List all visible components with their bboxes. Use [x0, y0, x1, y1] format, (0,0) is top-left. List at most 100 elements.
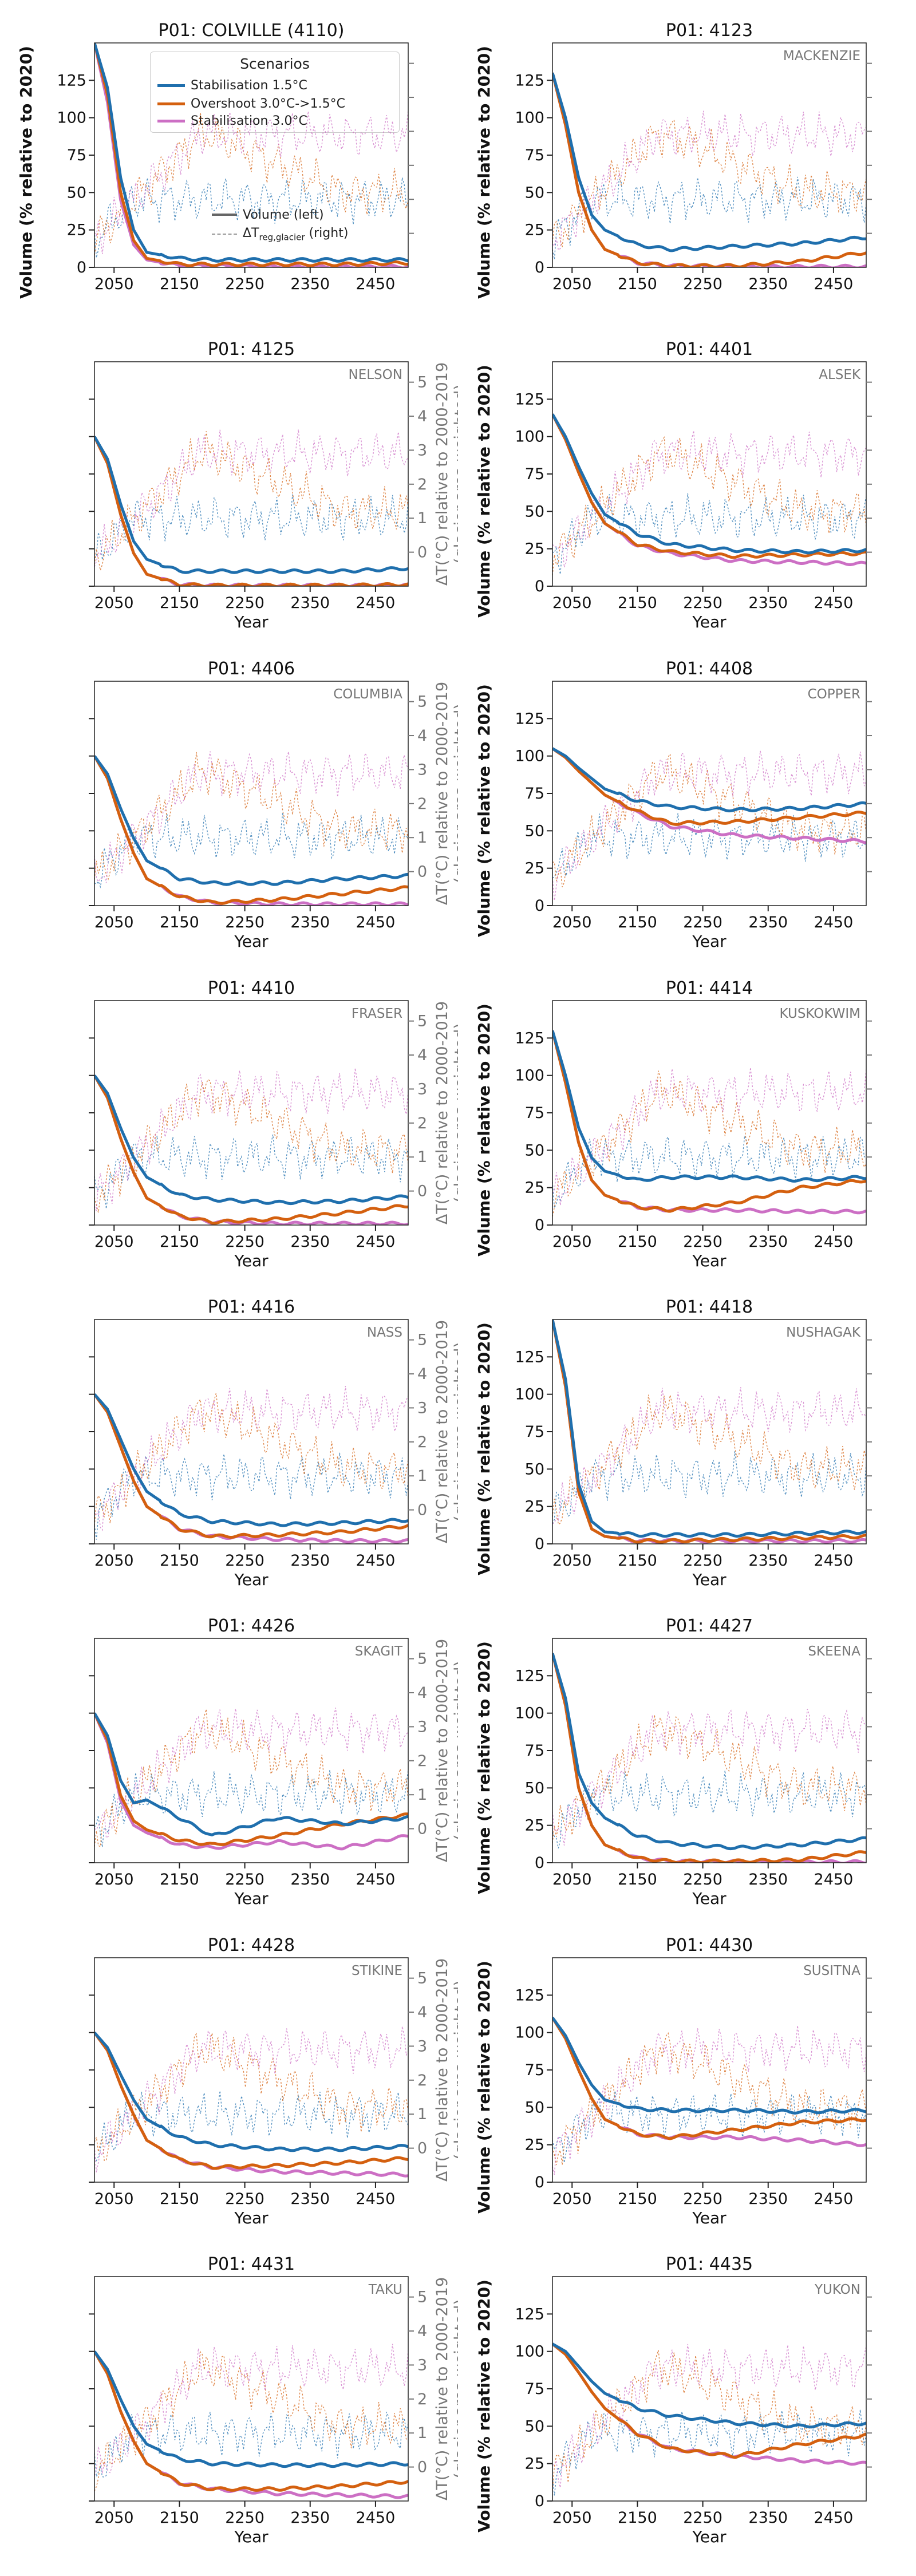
- y-tick-label: 25: [525, 2136, 544, 2154]
- x-tick-label: 2050: [94, 914, 134, 931]
- chart-svg: P01: 4410 FRASER 2050 2150 2250 2350 2450 Year 0…: [89, 978, 469, 1270]
- right-tick-label: 0: [417, 1820, 427, 1838]
- y-tick-label: 50: [525, 184, 544, 202]
- volume-line: [552, 2342, 866, 2466]
- chart-panel: P01: 4430 SUSITNA 0 25 50 75 100 125 2050 2150 225…: [458, 1932, 916, 2251]
- x-tick-label: 2350: [748, 1871, 788, 1888]
- y-tick-label: 25: [525, 222, 544, 239]
- y-tick-label: 100: [515, 1067, 544, 1085]
- right-tick-label: 4: [417, 1365, 427, 1383]
- basin-label: NUSHAGAK: [786, 1325, 861, 1340]
- x-tick-label: 2150: [618, 914, 657, 931]
- y-tick-label: 100: [515, 428, 544, 446]
- y-tick-label: 125: [515, 1667, 544, 1685]
- plot-frame: [552, 681, 867, 906]
- legend-swatch: [157, 119, 185, 123]
- chart-title: P01: 4427: [666, 1616, 753, 1636]
- x-tick-label: 2050: [94, 1552, 134, 1570]
- right-tick-label: 2: [417, 1752, 427, 1770]
- x-tick-label: 2350: [748, 275, 788, 293]
- x-tick-label: 2150: [618, 1871, 657, 1888]
- x-tick-label: 2250: [225, 2509, 264, 2527]
- x-tick-label: 2150: [160, 2190, 199, 2208]
- temperature-series-group: [94, 1708, 408, 1848]
- volume-line: [94, 436, 408, 586]
- plot-frame: [94, 42, 409, 268]
- temperature-series-group: [94, 2026, 408, 2172]
- temperature-line: [94, 1708, 408, 1839]
- temperature-line: [552, 2344, 866, 2488]
- legend-entry: Overshoot 3.0°C->1.5°C: [157, 96, 345, 112]
- y-tick-label: 75: [525, 147, 544, 164]
- chart-svg: P01: 4414 KUSKOKWIM 0 25 50 75 100 125 2050 2150 2…: [475, 978, 872, 1270]
- right-tick-label: 4: [417, 1684, 427, 1702]
- volume-line: [552, 1653, 866, 1863]
- x-tick-label: 2050: [94, 1233, 134, 1251]
- right-axis-label: ΔT(°C) relative to 2000-2019(glacier-are…: [433, 362, 458, 586]
- scenario-legend: Scenarios Stabilisation 1.5°C Overshoot …: [150, 52, 400, 133]
- temperature-series-group: [94, 429, 408, 571]
- chart-svg: P01: 4427 SKEENA 0 25 50 75 100 125 2050 2150 2250…: [475, 1616, 872, 1908]
- volume-line: [552, 413, 866, 555]
- temperature-series-group: [552, 430, 866, 575]
- x-tick-label: 2050: [94, 594, 134, 612]
- legend-label: Stabilisation 3.0°C: [191, 113, 307, 128]
- volume-line: [552, 1653, 866, 1863]
- x-tick-label: 2450: [814, 1552, 854, 1570]
- x-tick-label: 2250: [683, 914, 722, 931]
- x-tick-label: 2250: [225, 2190, 264, 2208]
- x-tick-label: 2350: [290, 275, 330, 293]
- temperature-line: [552, 1070, 866, 1217]
- temperature-line: [552, 2409, 866, 2496]
- right-tick-label: 4: [417, 1046, 427, 1064]
- x-tick-label: 2050: [94, 1871, 134, 1888]
- y-axis-label: Volume (% relative to 2020): [17, 46, 35, 299]
- linestyle-legend: Volume (left) ΔTreg,glacier (right): [210, 204, 398, 247]
- legend-swatch: [212, 214, 237, 216]
- legend-label: Volume (left): [243, 207, 324, 222]
- y-tick-label: 0: [535, 1854, 544, 1872]
- y-tick-label: 100: [57, 109, 86, 127]
- temperature-line: [552, 110, 866, 251]
- plot-frame: [552, 1319, 867, 1544]
- volume-line: [94, 2350, 408, 2492]
- x-axis-label: Year: [692, 2527, 727, 2546]
- chart-panel: P01: 4406 COLUMBIA 2050 2150 2250 2350 2450 Yea…: [0, 655, 469, 974]
- x-tick-label: 2150: [160, 1233, 199, 1251]
- volume-line: [552, 2017, 866, 2115]
- x-tick-label: 2050: [552, 1871, 592, 1888]
- chart-title: P01: 4125: [208, 339, 295, 359]
- x-tick-label: 2450: [356, 1871, 396, 1888]
- volume-line: [552, 1319, 866, 1538]
- chart-svg: P01: COLVILLE (4110) 0 25 50 75 100 125 2050 215…: [17, 21, 414, 299]
- volume-line: [94, 43, 408, 267]
- chart-panel: P01: 4401 ALSEK 0 25 50 75 100 125 2050 2150 2250 2…: [458, 336, 916, 655]
- y-tick-label: 100: [515, 1705, 544, 1722]
- right-tick-label: 5: [417, 693, 427, 711]
- temperature-line: [94, 1068, 408, 1211]
- temperature-line: [94, 2412, 408, 2478]
- basin-label: SUSITNA: [803, 1963, 860, 1978]
- right-tick-label: 5: [417, 1013, 427, 1030]
- x-tick-label: 2050: [552, 2509, 592, 2527]
- temperature-series-group: [94, 751, 408, 888]
- y-tick-label: 50: [525, 503, 544, 520]
- y-tick-label: 0: [535, 1216, 544, 1234]
- basin-label: ALSEK: [819, 368, 861, 382]
- temperature-line: [552, 1770, 866, 1848]
- volume-series-group: [94, 1393, 408, 1544]
- x-tick-label: 2250: [683, 2190, 722, 2208]
- temperature-line: [94, 431, 408, 571]
- y-tick-label: 50: [525, 2099, 544, 2116]
- volume-line: [94, 2032, 408, 2152]
- chart-svg: P01: 4123 MACKENZIE 0 25 50 75 100 125 2050 2150 2…: [475, 21, 872, 299]
- chart-title: P01: 4435: [666, 2254, 753, 2274]
- x-axis-label: Year: [234, 932, 269, 951]
- y-tick-label: 125: [515, 2305, 544, 2323]
- x-tick-label: 2150: [618, 594, 657, 612]
- right-axis-label: ΔT(°C) relative to 2000-2019(glacier-are…: [433, 1639, 458, 1862]
- volume-series-group: [552, 2342, 866, 2466]
- y-tick-label: 25: [525, 1498, 544, 1516]
- x-tick-label: 2350: [748, 1233, 788, 1251]
- chart-svg: P01: 4125 NELSON 2050 2150 2250 2350 2450 Year 0…: [89, 339, 469, 631]
